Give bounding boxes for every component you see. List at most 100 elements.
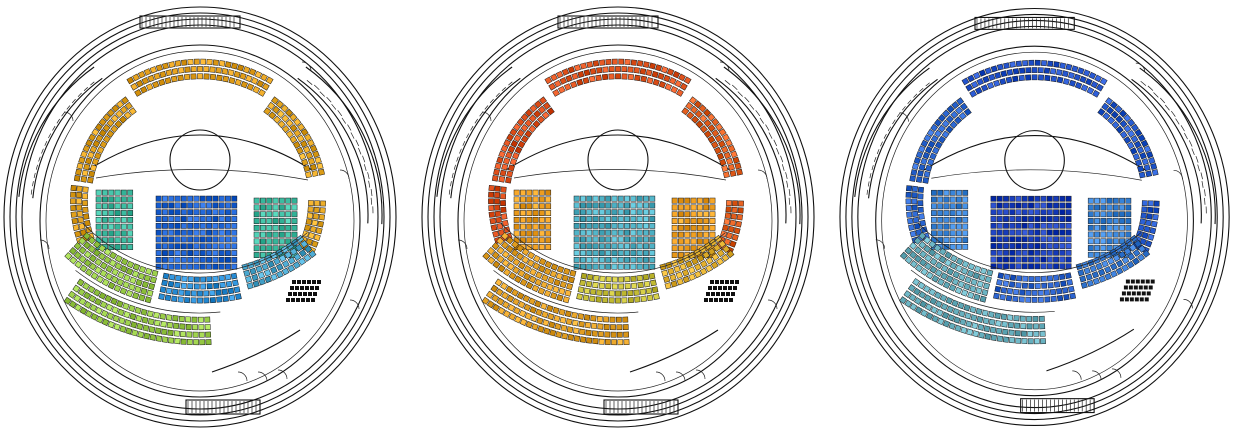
seat	[285, 231, 292, 238]
seat	[161, 279, 168, 287]
stage-lift	[587, 129, 649, 191]
seat	[977, 323, 985, 331]
seat	[1037, 296, 1044, 303]
seat	[727, 163, 735, 171]
seat	[488, 204, 495, 212]
seat	[108, 237, 115, 244]
seat	[660, 66, 669, 74]
seat	[272, 238, 279, 245]
seat	[1115, 115, 1124, 124]
seat	[910, 169, 918, 176]
seat	[1009, 243, 1016, 249]
seat	[245, 275, 253, 283]
seat	[1038, 315, 1045, 322]
seat	[260, 238, 266, 245]
door-icon	[481, 111, 492, 122]
seat	[1012, 68, 1020, 75]
seat	[1080, 84, 1089, 92]
seat	[1094, 231, 1100, 238]
seat	[605, 256, 612, 263]
aisle	[910, 269, 1055, 313]
seat	[1000, 313, 1008, 320]
seat	[180, 195, 187, 202]
seat	[1137, 253, 1146, 262]
seat	[118, 115, 128, 124]
seat	[174, 263, 181, 270]
seat	[108, 223, 115, 230]
seat	[1005, 76, 1013, 84]
seat	[1125, 197, 1132, 204]
plan-group	[3, 6, 397, 428]
seat	[918, 145, 926, 153]
seat	[520, 124, 529, 132]
seat	[1040, 243, 1047, 249]
seat	[914, 254, 922, 263]
seat	[1056, 76, 1064, 84]
seat	[598, 209, 605, 216]
seat	[702, 251, 711, 259]
lower-left	[899, 231, 994, 303]
seat	[542, 101, 551, 110]
seat	[630, 263, 637, 270]
seat	[605, 202, 612, 209]
seat	[934, 269, 943, 277]
seat	[1046, 249, 1053, 256]
seat	[225, 216, 231, 222]
seat	[216, 296, 223, 303]
seat	[108, 203, 115, 210]
seat	[540, 302, 548, 310]
control-box	[704, 280, 739, 302]
seat	[205, 339, 212, 346]
plan-group	[839, 7, 1230, 427]
seat	[522, 294, 531, 303]
seat	[231, 250, 238, 256]
seat	[586, 256, 593, 263]
seat	[524, 108, 533, 117]
seat	[174, 281, 181, 289]
seat	[963, 283, 971, 291]
seat	[563, 267, 571, 275]
seat	[1034, 256, 1041, 263]
seat	[962, 223, 969, 230]
seat	[94, 123, 103, 132]
seat	[913, 287, 921, 296]
seat	[1019, 289, 1026, 296]
seat	[664, 282, 672, 290]
seat	[703, 211, 710, 218]
seat	[1095, 262, 1103, 271]
seat	[972, 71, 981, 80]
seat	[76, 185, 83, 192]
plan-group	[421, 6, 815, 428]
seat	[1115, 267, 1124, 275]
seat	[958, 310, 966, 318]
seat	[640, 295, 647, 303]
seat	[1139, 237, 1147, 246]
seat	[177, 74, 184, 82]
seat	[630, 243, 637, 250]
seat	[699, 125, 708, 134]
seat	[95, 134, 104, 143]
seat	[969, 306, 977, 314]
seat	[266, 218, 273, 224]
corridor-wall	[457, 44, 779, 398]
outer-wall	[427, 12, 809, 422]
seat	[1145, 170, 1153, 178]
seat	[218, 202, 225, 209]
seat	[598, 250, 605, 256]
seat	[605, 236, 612, 243]
seat	[1065, 209, 1072, 216]
seat	[598, 243, 605, 250]
seat	[681, 269, 690, 277]
seat	[624, 209, 630, 216]
seat	[187, 202, 194, 209]
seat	[103, 248, 112, 256]
seat	[1087, 245, 1094, 251]
seat	[720, 145, 729, 154]
seat	[311, 240, 319, 248]
seat	[1028, 276, 1035, 282]
seat	[960, 267, 969, 275]
seat	[107, 281, 116, 290]
seat	[258, 89, 266, 97]
seat	[206, 216, 212, 222]
seat	[592, 337, 599, 345]
